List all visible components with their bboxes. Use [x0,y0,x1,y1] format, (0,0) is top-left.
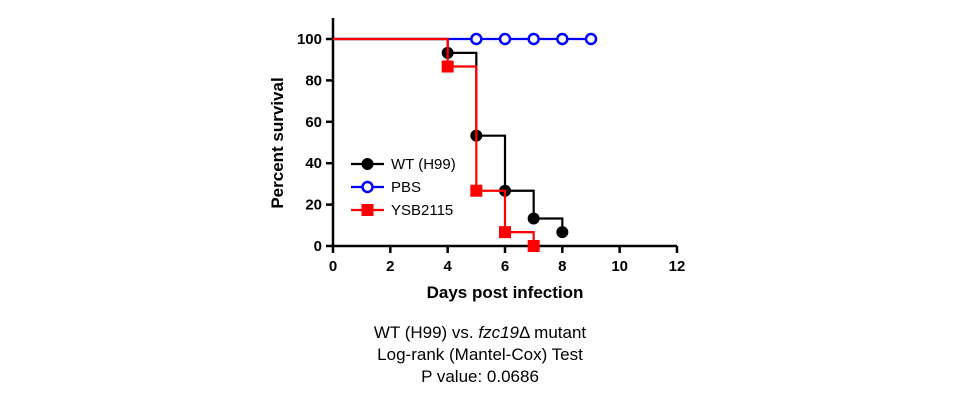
legend-label-pbs: PBS [391,179,421,196]
legend-item-pbs: PBS [351,179,421,196]
y-tick-label: 100 [297,31,322,48]
y-tick-label: 60 [305,114,322,131]
data-point-ysb2115 [527,240,540,252]
data-point-ysb2115 [499,226,511,239]
survival-chart: 0 2 4 6 8 10 12 0 20 40 60 80 100 WT (H99) PBS YSB2115… [268,18,685,302]
y-tick-label: 40 [305,155,322,172]
data-point-ysb2115 [441,60,454,73]
series-layer [333,32,598,252]
y-tick-label: 20 [305,197,322,214]
legend-marker-ysb2115 [361,204,374,216]
caption-comparison: WT (H99) vs. fzc19Δ mutant [0,322,960,344]
caption-gene-name: fzc19 [478,323,520,342]
y-tick-label: 80 [305,72,322,89]
data-point-wt-h99 [556,226,569,239]
data-point-pbs [556,32,569,46]
x-tick-label: 6 [501,258,509,275]
x-tick-label: 4 [443,258,452,275]
axes: 0 2 4 6 8 10 12 0 20 40 60 80 100 [297,18,685,275]
x-tick-label: 2 [386,258,394,275]
x-tick-label: 0 [329,258,337,275]
chart-caption: WT (H99) vs. fzc19Δ mutant Log-rank (Man… [0,322,960,388]
caption-comparison-suffix: Δ mutant [519,323,587,342]
data-point-pbs [498,32,512,46]
data-point-wt-h99 [527,212,540,225]
legend-label-ysb2115: YSB2115 [391,202,453,219]
legend-marker-pbs [361,180,374,194]
caption-p-value: P value: 0.0686 [421,367,539,386]
legend-item-ysb2115: YSB2115 [351,202,453,219]
legend-item-wt-h99: WT (H99) [351,156,456,173]
series-pbs [333,32,598,46]
legend-label-wt-h99: WT (H99) [391,156,456,173]
data-point-pbs [527,32,540,46]
x-tick-label: 8 [558,258,566,275]
x-axis-title: Days post infection [427,283,584,302]
data-point-pbs [470,32,483,46]
series-ysb2115 [333,37,540,252]
y-axis-title: Percent survival [268,77,287,208]
legend-marker-wt-h99 [361,158,374,170]
legend: WT (H99) PBS YSB2115 [351,156,456,219]
caption-comparison-prefix: WT (H99) vs. [373,323,479,342]
caption-test-name: Log-rank (Mantel-Cox) Test [377,345,583,364]
y-tick-label: 0 [314,238,322,255]
x-tick-label: 10 [611,258,628,275]
data-point-pbs [584,32,598,46]
data-point-ysb2115 [470,184,483,197]
x-tick-label: 12 [669,258,686,275]
